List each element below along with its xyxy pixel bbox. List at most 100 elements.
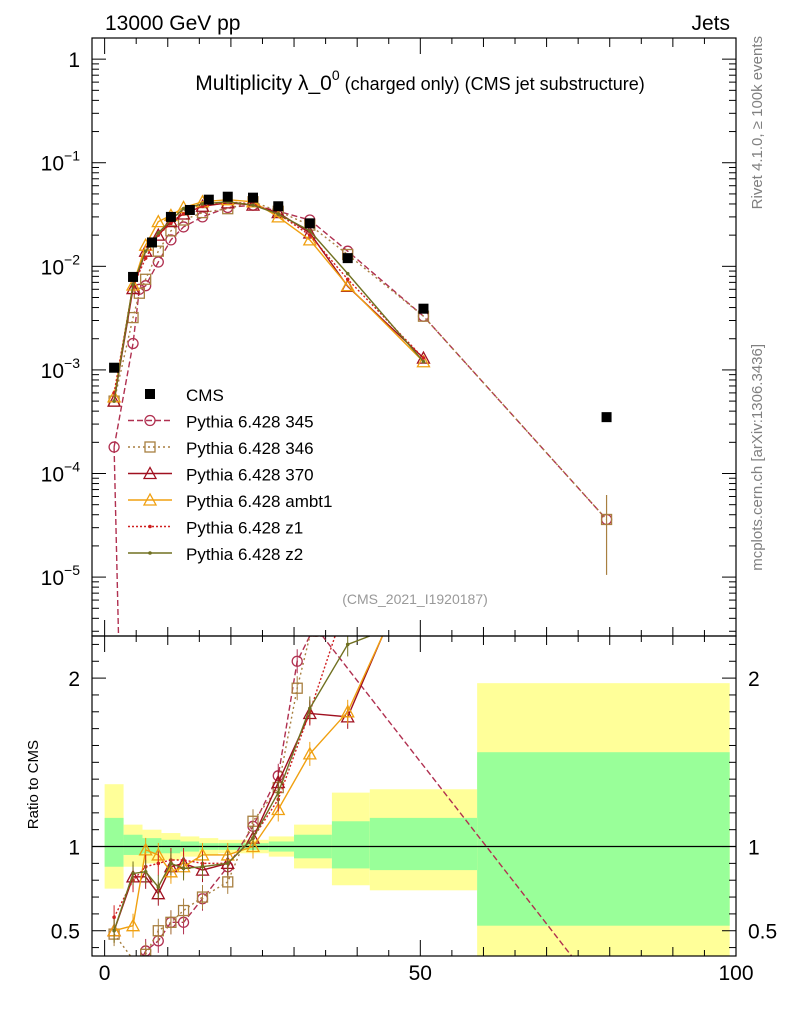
ratio-frame (91, 635, 737, 957)
panel-frames (91, 37, 737, 957)
series-point (143, 256, 148, 260)
legend-label: Pythia 6.428 370 (186, 466, 314, 485)
ratio-series-group (107, 636, 573, 956)
cms-data-point (601, 412, 612, 423)
ratio-point (276, 790, 281, 795)
series-point (112, 399, 116, 403)
ratio-point (345, 642, 350, 647)
series-point (143, 249, 148, 253)
cms-data-point (184, 204, 195, 215)
cms-data-point (165, 211, 176, 222)
ratio-point (140, 948, 152, 956)
series-point (152, 256, 164, 268)
legend-label: Pythia 6.428 z1 (186, 519, 303, 538)
series-point (421, 359, 426, 364)
series-point (151, 214, 166, 228)
legend-label: CMS (186, 386, 224, 405)
series-point (140, 280, 152, 292)
band-inner (331, 821, 370, 869)
header-right: Jets (691, 12, 730, 35)
series-point (181, 212, 186, 216)
main-series-group (107, 191, 613, 636)
series-point (127, 337, 139, 350)
cms-data-point (203, 194, 214, 205)
ratio-point (340, 704, 355, 718)
series-point (340, 278, 355, 292)
series-point (222, 203, 234, 215)
series-point (177, 221, 190, 233)
legend-marker (142, 492, 158, 506)
y-tick-label: 10−5 (41, 562, 81, 590)
ratio-point (308, 706, 312, 711)
main-title: Multiplicity λ_00 (charged only) (CMS je… (195, 67, 644, 95)
ratio-point (177, 904, 190, 917)
cms-data-point (304, 218, 315, 229)
ratio-point (163, 864, 179, 878)
ratio-uncertainty-bands (92, 683, 736, 956)
x-tick-label: 0 (99, 962, 111, 985)
mcplots-label: mcplots.cern.ch [arXiv:1306.3436] (749, 344, 766, 571)
y-tick-label: 10−4 (41, 459, 81, 487)
series-point (152, 245, 164, 257)
band-inner (477, 752, 730, 926)
legend-marker (142, 466, 158, 480)
ratio-point (271, 802, 286, 816)
series-point (345, 271, 350, 276)
series-point (107, 393, 122, 407)
series-point (165, 225, 177, 237)
series-line-tail (113, 447, 120, 636)
ratio-point (245, 839, 261, 853)
ratio-point (225, 861, 230, 866)
ratio-line (142, 636, 573, 956)
legend-label: Pythia 6.428 z2 (186, 545, 303, 564)
ratio-y-tick-label-right: 0.5 (748, 921, 777, 944)
y-tick-label: 10−1 (41, 148, 81, 176)
band-inner (142, 838, 162, 854)
cms-data-point (273, 201, 284, 212)
ratio-line (113, 636, 336, 918)
axes: 1 10−1 10−2 10−3 10−4 10−5 0 50 100 0.5 0.5 1 1 2 2 (41, 38, 777, 985)
ratio-point (125, 918, 141, 932)
cms-data-point (222, 191, 233, 202)
ratio-point (131, 871, 135, 876)
cms-data-point (342, 253, 353, 264)
cms-data-point (128, 271, 139, 282)
ratio-point (112, 928, 116, 933)
legend: CMS Pythia 6.428 345 Pythia 6.428 346 Pythi… (128, 386, 332, 564)
ratio-y-tick-label: 0.5 (51, 921, 80, 944)
series-point (251, 203, 255, 207)
ratio-point (222, 876, 234, 888)
cms-data-point (418, 303, 429, 314)
ratio-point (112, 915, 116, 920)
ratio-point (143, 869, 148, 874)
series-point (308, 229, 312, 233)
series-point (156, 231, 161, 235)
series-point (302, 225, 317, 239)
ratio-y-tick-label-right: 2 (748, 668, 760, 691)
ratio-point (156, 861, 161, 866)
x-tick-label: 50 (409, 962, 432, 985)
legend-label: Pythia 6.428 346 (186, 439, 314, 458)
band-inner (123, 834, 143, 855)
ratio-point (156, 885, 161, 889)
series-point (276, 212, 281, 216)
series-point (345, 277, 350, 282)
ratio-y-tick-label-right: 1 (748, 837, 760, 860)
ratio-point (302, 746, 317, 760)
ratio-point (165, 916, 177, 928)
legend-marker (145, 389, 155, 399)
cms-data-point (109, 362, 120, 373)
series-point (131, 282, 135, 287)
ratio-point (181, 866, 186, 871)
legend-marker (148, 524, 152, 529)
ratio-y-tick-label: 1 (68, 837, 80, 860)
ratio-point (196, 891, 209, 903)
y-tick-label: 10−2 (41, 251, 81, 279)
ratio-y-label: Ratio to CMS (25, 740, 42, 829)
ratio-point (291, 682, 303, 694)
ratio-point (251, 836, 255, 840)
cms-data-point (146, 237, 157, 248)
legend-label: Pythia 6.428 ambt1 (186, 492, 332, 511)
header-left: 13000 GeV pp (105, 12, 240, 35)
series-point (416, 354, 431, 368)
